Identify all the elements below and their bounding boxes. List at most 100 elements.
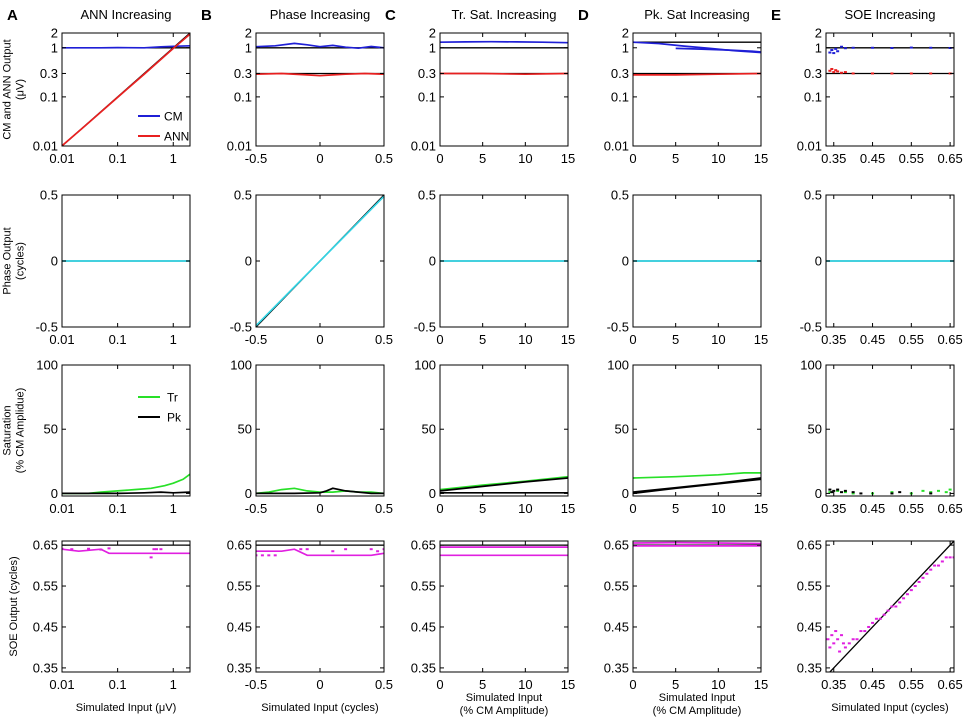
y-tick-label: -0.5 (414, 320, 436, 335)
data-point (909, 589, 913, 592)
y-tick-label: 2 (51, 26, 58, 41)
y-tick-label: 0.3 (40, 66, 58, 81)
y-tick-label: 0.35 (797, 660, 822, 675)
data-point (832, 71, 836, 74)
x-tick-label: 15 (754, 151, 768, 166)
x-axis-label: Simulated Input (μV) (76, 702, 177, 714)
x-tick-label: 0.1 (109, 151, 127, 166)
y-tick-label: 0.35 (227, 660, 252, 675)
y-tick-label: 0.5 (611, 188, 629, 203)
axes-frame (439, 364, 569, 497)
panel-letter-b: B (201, 7, 212, 24)
data-point (843, 489, 847, 492)
data-point (836, 489, 840, 492)
data-point (890, 72, 894, 75)
data-point (909, 72, 913, 75)
data-point (838, 650, 842, 653)
y-tick-label: 0.3 (418, 66, 436, 81)
data-point (376, 550, 380, 553)
y-tick-label: 0.65 (604, 538, 629, 553)
y-tick-label: 50 (238, 422, 252, 437)
data-point (152, 548, 156, 551)
y-tick-label: 0 (815, 486, 822, 501)
data-point (344, 548, 348, 551)
data-point (834, 47, 838, 50)
x-tick-label: 0.5 (375, 151, 393, 166)
x-tick-label: 0.01 (49, 501, 74, 516)
x-tick-label: 0 (316, 501, 323, 516)
y-tick-label: 0.65 (797, 538, 822, 553)
data-point (940, 560, 944, 563)
panel-c1: 0.01 0.1 0.3 12 0 5 10 15 (411, 26, 576, 167)
x-tick-label: 15 (561, 151, 575, 166)
panel-a3: 0 50 100 0.01 0.1 1 Tr Pk (36, 358, 191, 516)
data-point (840, 634, 844, 637)
y-axis-label-phase: Phase Output (cycles) (1, 227, 26, 294)
series-line (256, 42, 384, 50)
data-point (929, 46, 933, 49)
series-group (440, 544, 568, 557)
y-tick-label: 0.01 (227, 139, 252, 154)
x-tick-label: 0 (436, 151, 443, 166)
data-point (944, 491, 948, 494)
data-point (847, 642, 851, 645)
panel-e1: 0.01 0.1 0.3 12 0.35 0.45 0.55 0.65 (797, 26, 963, 167)
data-point (828, 491, 832, 494)
y-tick-label: 0 (245, 254, 252, 269)
data-point (331, 550, 335, 553)
series-line (256, 548, 384, 557)
x-tick-label: 0.65 (937, 677, 962, 692)
series-group (62, 473, 190, 495)
data-point (826, 638, 830, 641)
series-group (826, 541, 954, 672)
data-point (828, 51, 832, 54)
x-tick-label: 10 (518, 677, 532, 692)
x-tick-label: 0.55 (899, 332, 924, 347)
x-tick-label: 10 (711, 151, 725, 166)
series-line (675, 47, 761, 53)
y-tick-label: 1 (622, 40, 629, 55)
data-point (260, 554, 264, 557)
y-tick-label: 100 (607, 358, 629, 373)
data-point (859, 630, 863, 633)
data-point (878, 617, 882, 620)
x-tick-label: 0.45 (860, 677, 885, 692)
y-tick-label: 50 (44, 422, 58, 437)
data-point (898, 601, 902, 604)
x-tick-label: 0 (629, 332, 636, 347)
data-point (871, 72, 875, 75)
x-axis-label: Simulated Input (659, 692, 735, 704)
x-tick-label: 10 (711, 677, 725, 692)
panel-a4: 0.35 0.45 0.55 0.65 0.01 0.1 1 (33, 538, 191, 692)
x-tick-label: 15 (754, 332, 768, 347)
x-tick-label: 0.45 (860, 501, 885, 516)
column-title: SOE Increasing (844, 7, 935, 22)
data-point (256, 554, 258, 557)
x-tick-label: 0.35 (821, 332, 846, 347)
data-point (851, 492, 855, 495)
panel-b1: 0.01 0.1 0.3 12 -0.5 0 0.5 (227, 26, 393, 167)
x-tick-label: 5 (479, 332, 486, 347)
axes-frame (632, 364, 762, 497)
y-tick-label: 0.65 (33, 538, 58, 553)
x-axis-label: Simulated Input (cycles) (831, 702, 948, 714)
y-tick-label: 0.01 (411, 139, 436, 154)
panel-c4: 0.35 0.45 0.55 0.65 0 5 10 15 (411, 538, 576, 692)
x-tick-label: -0.5 (245, 151, 267, 166)
y-axis-label-sat: Saturation (% CM Amplidue) (1, 388, 26, 474)
data-point (882, 613, 886, 616)
y-tick-label: 0.65 (227, 538, 252, 553)
data-point (840, 45, 844, 48)
x-tick-label: 10 (518, 501, 532, 516)
legend-label: ANN (164, 130, 189, 144)
y-tick-label: 100 (800, 358, 822, 373)
y-tick-label: 0.5 (804, 188, 822, 203)
y-tick-label: 0.5 (234, 188, 252, 203)
axes-frame (255, 364, 385, 497)
column-title: Tr. Sat. Increasing (451, 7, 556, 22)
data-point (871, 46, 875, 49)
data-point (929, 492, 933, 495)
y-tick-label: 2 (245, 26, 252, 41)
series-group (826, 45, 954, 75)
x-tick-label: 15 (561, 677, 575, 692)
